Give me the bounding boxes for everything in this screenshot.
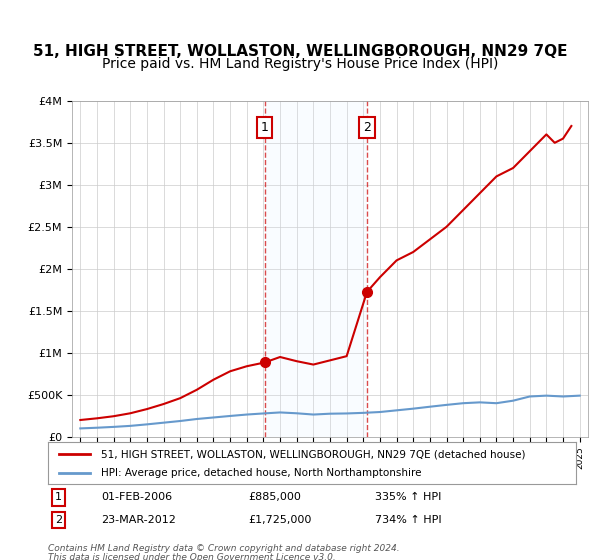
Text: 2: 2 [363,121,371,134]
Text: Contains HM Land Registry data © Crown copyright and database right 2024.: Contains HM Land Registry data © Crown c… [48,544,400,553]
Text: 01-FEB-2006: 01-FEB-2006 [101,492,172,502]
Text: HPI: Average price, detached house, North Northamptonshire: HPI: Average price, detached house, Nort… [101,468,421,478]
Text: 51, HIGH STREET, WOLLASTON, WELLINGBOROUGH, NN29 7QE (detached house): 51, HIGH STREET, WOLLASTON, WELLINGBOROU… [101,449,526,459]
Text: This data is licensed under the Open Government Licence v3.0.: This data is licensed under the Open Gov… [48,553,336,560]
Text: 2: 2 [55,515,62,525]
Text: 734% ↑ HPI: 734% ↑ HPI [376,515,442,525]
Bar [265,101,367,437]
Text: £1,725,000: £1,725,000 [248,515,312,525]
Text: 51, HIGH STREET, WOLLASTON, WELLINGBOROUGH, NN29 7QE: 51, HIGH STREET, WOLLASTON, WELLINGBOROU… [33,44,567,59]
Text: 335% ↑ HPI: 335% ↑ HPI [376,492,442,502]
Text: Price paid vs. HM Land Registry's House Price Index (HPI): Price paid vs. HM Land Registry's House … [102,57,498,71]
Text: 1: 1 [55,492,62,502]
Text: £885,000: £885,000 [248,492,302,502]
Text: 1: 1 [261,121,269,134]
Text: 23-MAR-2012: 23-MAR-2012 [101,515,176,525]
